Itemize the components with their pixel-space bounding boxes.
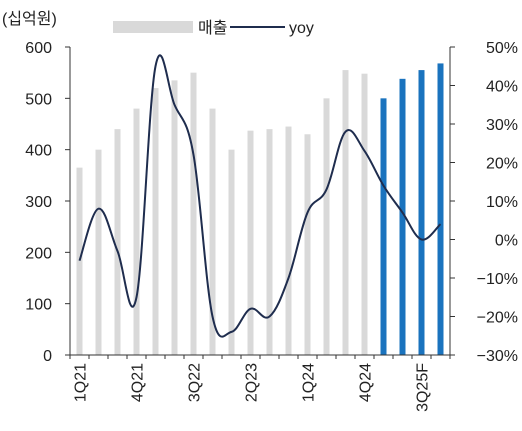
bar-3Q23 [266, 129, 273, 355]
plot-area: 0 100 200 300 400 500 600 −30% −20% −10% 0% 10% 20% 3… [25, 40, 518, 412]
right-tick-label-40: 40% [486, 79, 518, 96]
legend-bar-label: 매출 [198, 19, 227, 37]
bar-2Q21 [95, 149, 102, 355]
left-tick-label-500: 500 [25, 91, 52, 108]
bar-2Q25 [399, 78, 406, 356]
bar-1Q23 [228, 149, 235, 355]
right-tick-label--10: −10% [477, 271, 518, 288]
bar-3Q25F [418, 70, 425, 355]
legend-line-label: yoy [289, 20, 314, 37]
right-tick-label-30: 30% [486, 117, 518, 134]
right-tick-label-20: 20% [486, 156, 518, 173]
bar-4Q22 [209, 108, 216, 355]
x-tick-label-3Q25F: 3Q25F [415, 363, 432, 412]
bar-2Q24 [323, 98, 330, 355]
left-tick-label-600: 600 [25, 40, 52, 57]
right-tick-label-50: 50% [486, 40, 518, 57]
yoy-line [78, 54, 442, 338]
bar-3Q22 [190, 72, 197, 356]
legend-bar-swatch [113, 21, 193, 33]
left-tick-label-200: 200 [25, 245, 52, 262]
bar-1Q24 [304, 134, 311, 355]
bar-2Q23 [247, 130, 254, 355]
x-tick-label-3Q22: 3Q22 [187, 363, 204, 402]
bar-3Q24 [342, 70, 349, 355]
legend: 매출 yoy [113, 19, 314, 37]
bar-4Q24 [361, 73, 368, 356]
x-tick-label-1Q21: 1Q21 [73, 363, 90, 402]
right-tick-label-0: 0% [495, 233, 518, 250]
bar-1Q25 [380, 98, 387, 355]
x-tick-label-4Q24: 4Q24 [358, 363, 375, 402]
x-tick-label-4Q21: 4Q21 [130, 363, 147, 402]
bar-2Q22 [171, 80, 178, 355]
bar-1Q22 [152, 88, 159, 356]
left-tick-label-400: 400 [25, 143, 52, 160]
left-tick-label-100: 100 [25, 297, 52, 314]
right-tick-label--30: −30% [477, 348, 518, 365]
x-tick-label-1Q24: 1Q24 [301, 363, 318, 402]
bar-4Q21 [133, 108, 140, 355]
bar-4Q25F [437, 63, 444, 355]
bar-3Q21 [114, 129, 121, 355]
left-axis-unit-label: (십억원) [2, 10, 57, 28]
x-tick-label-2Q23: 2Q23 [244, 363, 261, 402]
bar-1Q21 [76, 167, 83, 355]
right-tick-label--20: −20% [477, 310, 518, 327]
right-tick-label-10: 10% [486, 194, 518, 211]
bar-4Q23 [285, 126, 292, 355]
left-tick-label-0: 0 [43, 348, 52, 365]
left-tick-label-300: 300 [25, 194, 52, 211]
